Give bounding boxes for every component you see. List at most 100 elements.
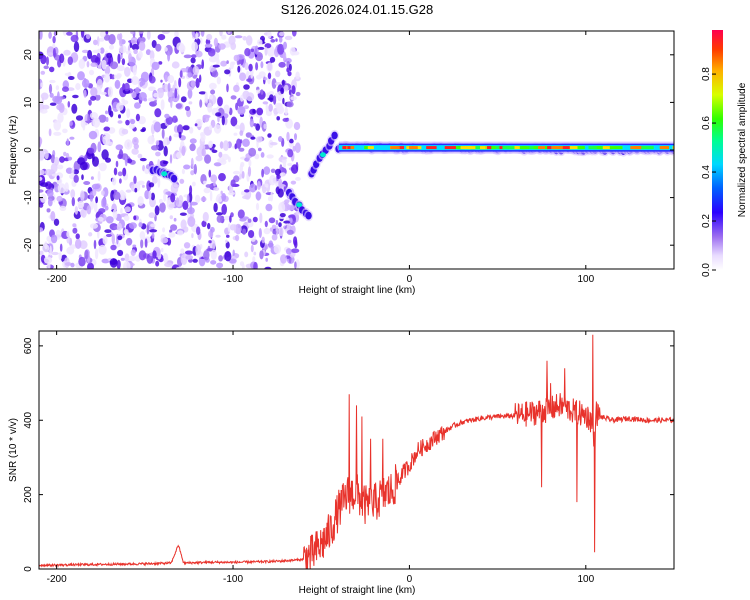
carrier-hot-segment (342, 146, 347, 150)
spectrogram-noise-blob (264, 266, 272, 269)
spectrogram-noise-blob (209, 94, 214, 100)
spectrogram-noise-blob (181, 168, 185, 175)
spectrogram-noise-blob (191, 233, 194, 239)
spectrogram-noise-blob (242, 228, 247, 235)
spectrogram-noise-blob (98, 162, 107, 172)
spectrogram-noise-blob (204, 91, 208, 103)
spectrogram-noise-blob (175, 103, 182, 109)
spectrogram-noise-blob (259, 250, 264, 260)
spectrogram-noise-blob (285, 248, 292, 255)
spectrogram-noise-blob (157, 34, 166, 41)
spectrogram-noise-blob (254, 153, 260, 160)
spectrogram-noise-blob (118, 114, 121, 119)
spectrogram-noise-blob (264, 183, 269, 188)
carrier-hot-segment (661, 146, 669, 150)
spectrogram-noise-blob (55, 85, 60, 91)
spectrogram-noise-blob (128, 255, 136, 262)
spectrogram-noise-blob (51, 173, 59, 177)
carrier-hot-segment (350, 146, 355, 150)
snr-xtick-label: -100 (223, 574, 243, 585)
spectrogram-noise-blob (178, 77, 182, 88)
spectrogram-noise-blob (70, 34, 79, 43)
spectrogram-noise-blob (119, 178, 122, 184)
spectrogram-noise-blob (295, 91, 301, 97)
spectrogram-noise-blob (282, 160, 287, 169)
spectrogram-noise-blob (259, 212, 263, 224)
spectrogram-noise-blob (278, 222, 282, 228)
spectrogram-noise-blob (155, 43, 162, 52)
spectrogram-noise-blob (286, 101, 294, 108)
spectrogram-noise-blob (151, 232, 155, 239)
spectrogram-noise-blob (218, 173, 226, 182)
spectrogram-noise-blob (293, 236, 298, 246)
spectrogram-noise-blob (263, 227, 271, 235)
spectrogram-noise-blob (179, 212, 187, 216)
spectrogram-noise-blob (208, 240, 212, 244)
spectrogram-noise-blob (228, 35, 236, 46)
spectrogram-noise-blob (221, 34, 227, 40)
spectrogram-noise-blob (287, 149, 294, 158)
spectrogram-noise-blob (248, 63, 253, 72)
spectrogram-noise-blob (126, 158, 133, 164)
spectrogram-noise-blob (213, 181, 216, 187)
spectrogram-noise-blob (276, 174, 281, 180)
spectrogram-noise-blob (139, 81, 143, 87)
spectrogram-noise-blob (57, 183, 67, 194)
spectrogram-noise-blob (132, 64, 137, 76)
carrier-hot-segment (545, 146, 549, 150)
carrier-hot-segment (592, 146, 602, 150)
spectrogram-noise-blob (105, 233, 112, 238)
spectrogram-noise-blob (244, 251, 249, 258)
spectrogram-noise-blob (161, 128, 165, 139)
spectrogram-noise-blob (75, 83, 81, 90)
spectrogram-noise-blob (189, 143, 196, 152)
spectrogram-noise-blob (97, 48, 101, 53)
carrier-hot-segment (630, 146, 641, 150)
spectrogram-noise-blob (216, 57, 220, 67)
spectrogram-noise-blob (84, 154, 88, 162)
spectrogram-noise-blob (145, 49, 151, 56)
spectrogram-noise-blob (98, 37, 105, 42)
carrier-hot-segment (467, 146, 479, 150)
spectrogram-noise-blob (208, 140, 214, 148)
colorbar-tick-label: 0.0 (701, 263, 712, 277)
spectrogram-noise-blob (202, 211, 209, 222)
spectrogram-noise-blob (207, 48, 216, 57)
spectrogram-noise-blob (64, 262, 72, 266)
spectrogram-noise-blob (219, 141, 224, 149)
spectrogram-noise-blob (104, 66, 111, 75)
spectrogram-noise-blob (191, 41, 199, 52)
spectrogram-noise-blob (108, 55, 111, 67)
spectrogram-noise-blob (282, 51, 287, 61)
spectrogram-noise-blob (258, 228, 262, 238)
spectrogram-noise-blob (199, 74, 202, 83)
spectrogram-noise-blob (207, 102, 213, 113)
spectrogram-noise-blob (137, 153, 143, 159)
spectrogram-noise-blob (54, 96, 63, 105)
snr-series-line (39, 334, 674, 569)
spectrogram-noise-blob (254, 185, 258, 191)
spectrogram-noise-blob (109, 258, 118, 268)
spectrogram-noise-blob (57, 112, 64, 123)
spectrogram-noise-blob (278, 178, 283, 190)
spectrogram-noise-blob (113, 191, 121, 200)
spectrogram-noise-blob (221, 193, 227, 202)
spectrogram-noise-blob (245, 35, 253, 46)
spectrogram-noise-blob (189, 138, 197, 144)
spectrogram-noise-blob (253, 261, 258, 269)
spectrogram-noise-blob (81, 174, 84, 181)
spectrogram-noise-blob (262, 77, 268, 81)
spectrogram-noise-blob (224, 69, 231, 75)
spectrogram-noise-blob (208, 125, 213, 131)
spectrogram-noise-blob (151, 61, 160, 71)
spectrogram-noise-blob (217, 96, 223, 107)
spectrogram-noise-blob (117, 120, 123, 124)
spectrogram-noise-blob (49, 66, 55, 73)
spectrogram-noise-blob (144, 190, 150, 200)
spectrogram-noise-blob (179, 70, 183, 78)
spectrogram-noise-blob (140, 239, 144, 249)
carrier-hot-segment (641, 146, 654, 150)
spectrogram-noise-blob (131, 148, 139, 155)
colorbar-gradient (712, 30, 723, 270)
spectrogram-noise-blob (232, 170, 241, 175)
